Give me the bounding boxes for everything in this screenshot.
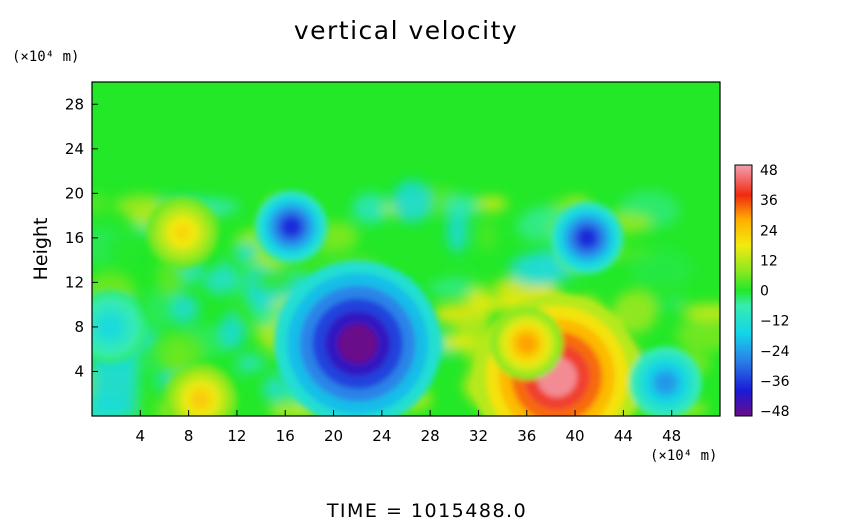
y-tick-label: 12	[65, 273, 84, 291]
turbulence-patch	[476, 219, 497, 252]
turbulence-patch	[130, 367, 161, 394]
turbulence-patch	[156, 258, 185, 297]
turbulence-patch	[392, 180, 432, 223]
colorbar-tick-label: −48	[760, 404, 790, 420]
velocity-field-detail	[92, 190, 702, 416]
x-tick-label: 48	[662, 427, 681, 445]
colorbar-ticks: 48 36 24 12 0 −12 −24 −36 −48	[760, 163, 790, 420]
downdraft-contour	[337, 323, 378, 364]
turbulence-patch	[237, 242, 258, 262]
updraft-contour	[173, 223, 192, 241]
colorbar-tick-label: 24	[760, 223, 778, 239]
y-axis-unit: (×10⁴ m)	[12, 49, 79, 65]
turbulence-patch	[106, 234, 137, 265]
y-axis-ticks: 4 8 12 16 20 24 28	[65, 95, 98, 380]
colorbar-tick-label: 48	[760, 163, 778, 179]
downdraft-contour	[578, 229, 596, 247]
turbulence-patch	[253, 270, 295, 293]
y-axis-label: Height	[30, 218, 52, 281]
turbulence-patch	[446, 210, 468, 253]
x-tick-label: 16	[276, 427, 295, 445]
updraft-contour	[518, 334, 536, 353]
colorbar-tick-label: 12	[760, 253, 778, 269]
turbulence-patch	[167, 294, 200, 324]
y-tick-label: 28	[65, 95, 84, 113]
x-tick-label: 28	[421, 427, 440, 445]
turbulence-patch	[262, 376, 290, 403]
x-tick-label: 32	[469, 427, 488, 445]
updraft-contour	[191, 390, 210, 408]
colorbar	[734, 164, 753, 417]
x-axis-unit: (×10⁴ m)	[650, 448, 717, 464]
x-tick-label: 12	[227, 427, 246, 445]
turbulence-patch	[144, 289, 174, 328]
turbulence-patch	[476, 196, 508, 212]
colorbar-tick-label: −12	[760, 314, 790, 330]
downdraft-contour	[101, 318, 119, 336]
turbulence-patch	[448, 265, 472, 280]
x-axis-ticks: 4 8 12 16 20 24 28 32 36 40 44 48	[136, 410, 681, 445]
turbulence-patch	[509, 252, 568, 287]
plot-frame	[91, 81, 721, 417]
y-tick-label: 4	[74, 362, 84, 380]
colorbar-tick-label: −36	[760, 374, 790, 390]
y-tick-label: 24	[65, 140, 84, 158]
turbulence-patch	[236, 354, 263, 373]
turbulence-patch	[352, 193, 390, 224]
x-tick-label: 36	[517, 427, 536, 445]
y-tick-label: 16	[65, 229, 84, 247]
colorbar-tick-label: 36	[760, 193, 778, 209]
turbulence-patch	[630, 248, 692, 290]
colorbar-tick-label: −24	[760, 344, 790, 360]
colorbar-tick-label: 0	[760, 284, 769, 300]
y-tick-label: 8	[74, 318, 84, 336]
turbulence-patch	[612, 291, 657, 334]
turbulence-patch	[92, 193, 110, 215]
x-tick-label: 24	[372, 427, 391, 445]
x-tick-label: 8	[184, 427, 194, 445]
turbulence-patch	[677, 321, 720, 352]
plot-area	[92, 82, 720, 416]
time-label: TIME = 1015488.0	[326, 500, 527, 519]
turbulence-patch	[428, 279, 476, 296]
turbulence-patch	[683, 303, 720, 321]
downdraft-contour	[656, 373, 675, 392]
x-tick-label: 44	[614, 427, 633, 445]
turbulence-patch	[203, 267, 237, 295]
turbulence-patch	[268, 404, 311, 416]
turbulence-patch	[440, 333, 473, 352]
chart-title: vertical velocity	[294, 16, 518, 45]
y-tick-label: 20	[65, 184, 84, 202]
x-tick-label: 40	[566, 427, 585, 445]
downdraft-contour	[282, 218, 300, 236]
x-tick-label: 20	[324, 427, 343, 445]
x-tick-label: 4	[136, 427, 146, 445]
